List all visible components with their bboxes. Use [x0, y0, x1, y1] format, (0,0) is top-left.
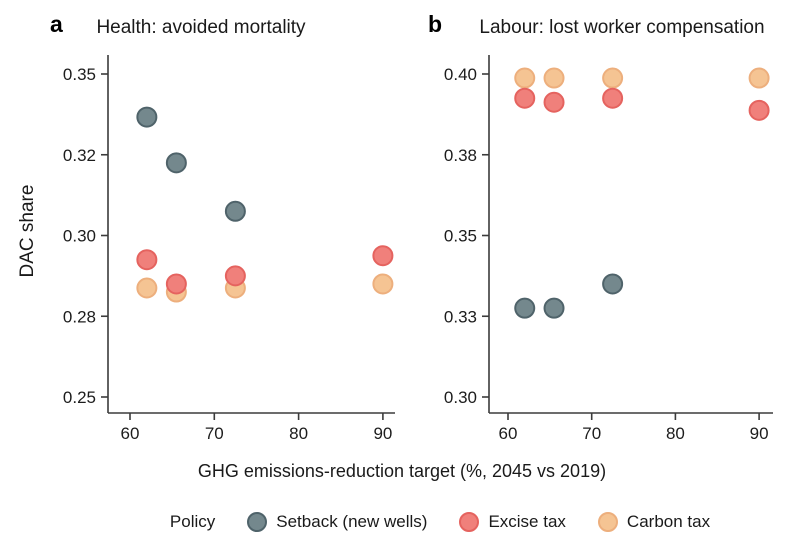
data-point — [514, 87, 536, 109]
panel-b-title: Labour: lost worker compensation — [479, 17, 765, 38]
y-tick-label: 0.33 — [444, 307, 477, 326]
panel-b-letter: b — [428, 11, 443, 37]
data-point — [372, 245, 394, 267]
legend-item-label: Setback (new wells) — [276, 512, 428, 531]
x-tick-label: 60 — [499, 424, 518, 443]
setback-swatch-icon — [247, 512, 268, 532]
y-tick-label: 0.25 — [63, 388, 96, 407]
y-axis-title: DAC share — [17, 184, 38, 278]
x-tick-label: 70 — [205, 424, 224, 443]
data-point — [543, 91, 565, 113]
excise-tax-swatch-icon — [459, 512, 480, 532]
data-point — [372, 273, 394, 295]
x-tick-label: 60 — [121, 424, 140, 443]
data-point — [514, 297, 536, 319]
data-point — [224, 200, 246, 222]
data-point — [165, 152, 187, 174]
data-point — [136, 106, 158, 128]
data-point — [748, 67, 770, 89]
x-axis-title: GHG emissions-reduction target (%, 2045 … — [197, 461, 607, 481]
data-point — [514, 67, 536, 89]
y-tick-label: 0.28 — [63, 307, 96, 326]
data-point — [543, 67, 565, 89]
x-tick-label: 90 — [373, 424, 392, 443]
data-point — [543, 297, 565, 319]
data-point — [165, 273, 187, 295]
data-point — [224, 265, 246, 287]
data-point — [136, 277, 158, 299]
carbon-tax-swatch-icon — [597, 512, 618, 532]
x-tick-label: 80 — [289, 424, 308, 443]
legend-item-excise-tax: Excise tax — [459, 512, 566, 532]
panel-a-letter: a — [50, 11, 63, 37]
y-tick-label: 0.38 — [444, 146, 477, 165]
y-tick-label: 0.32 — [63, 146, 96, 165]
x-tick-label: 80 — [666, 424, 685, 443]
legend-title: Policy — [169, 512, 216, 531]
data-point — [136, 249, 158, 271]
x-tick-label: 90 — [750, 424, 769, 443]
legend-item-label: Excise tax — [488, 512, 566, 531]
panel-a-title: Health: avoided mortality — [96, 17, 306, 38]
data-point — [602, 273, 624, 295]
y-tick-label: 0.30 — [63, 227, 96, 246]
legend: Policy Setback (new wells) Excise tax Ca… — [0, 506, 804, 538]
legend-item-setback: Setback (new wells) — [247, 512, 427, 532]
data-point — [602, 87, 624, 109]
x-tick-label: 70 — [582, 424, 601, 443]
data-point — [748, 99, 770, 121]
y-tick-label: 0.40 — [444, 65, 477, 84]
data-point — [602, 67, 624, 89]
legend-item-carbon-tax: Carbon tax — [597, 512, 711, 532]
legend-item-label: Carbon tax — [626, 512, 711, 531]
y-tick-label: 0.30 — [444, 388, 477, 407]
y-tick-label: 0.35 — [444, 227, 477, 246]
y-tick-label: 0.35 — [63, 65, 96, 84]
